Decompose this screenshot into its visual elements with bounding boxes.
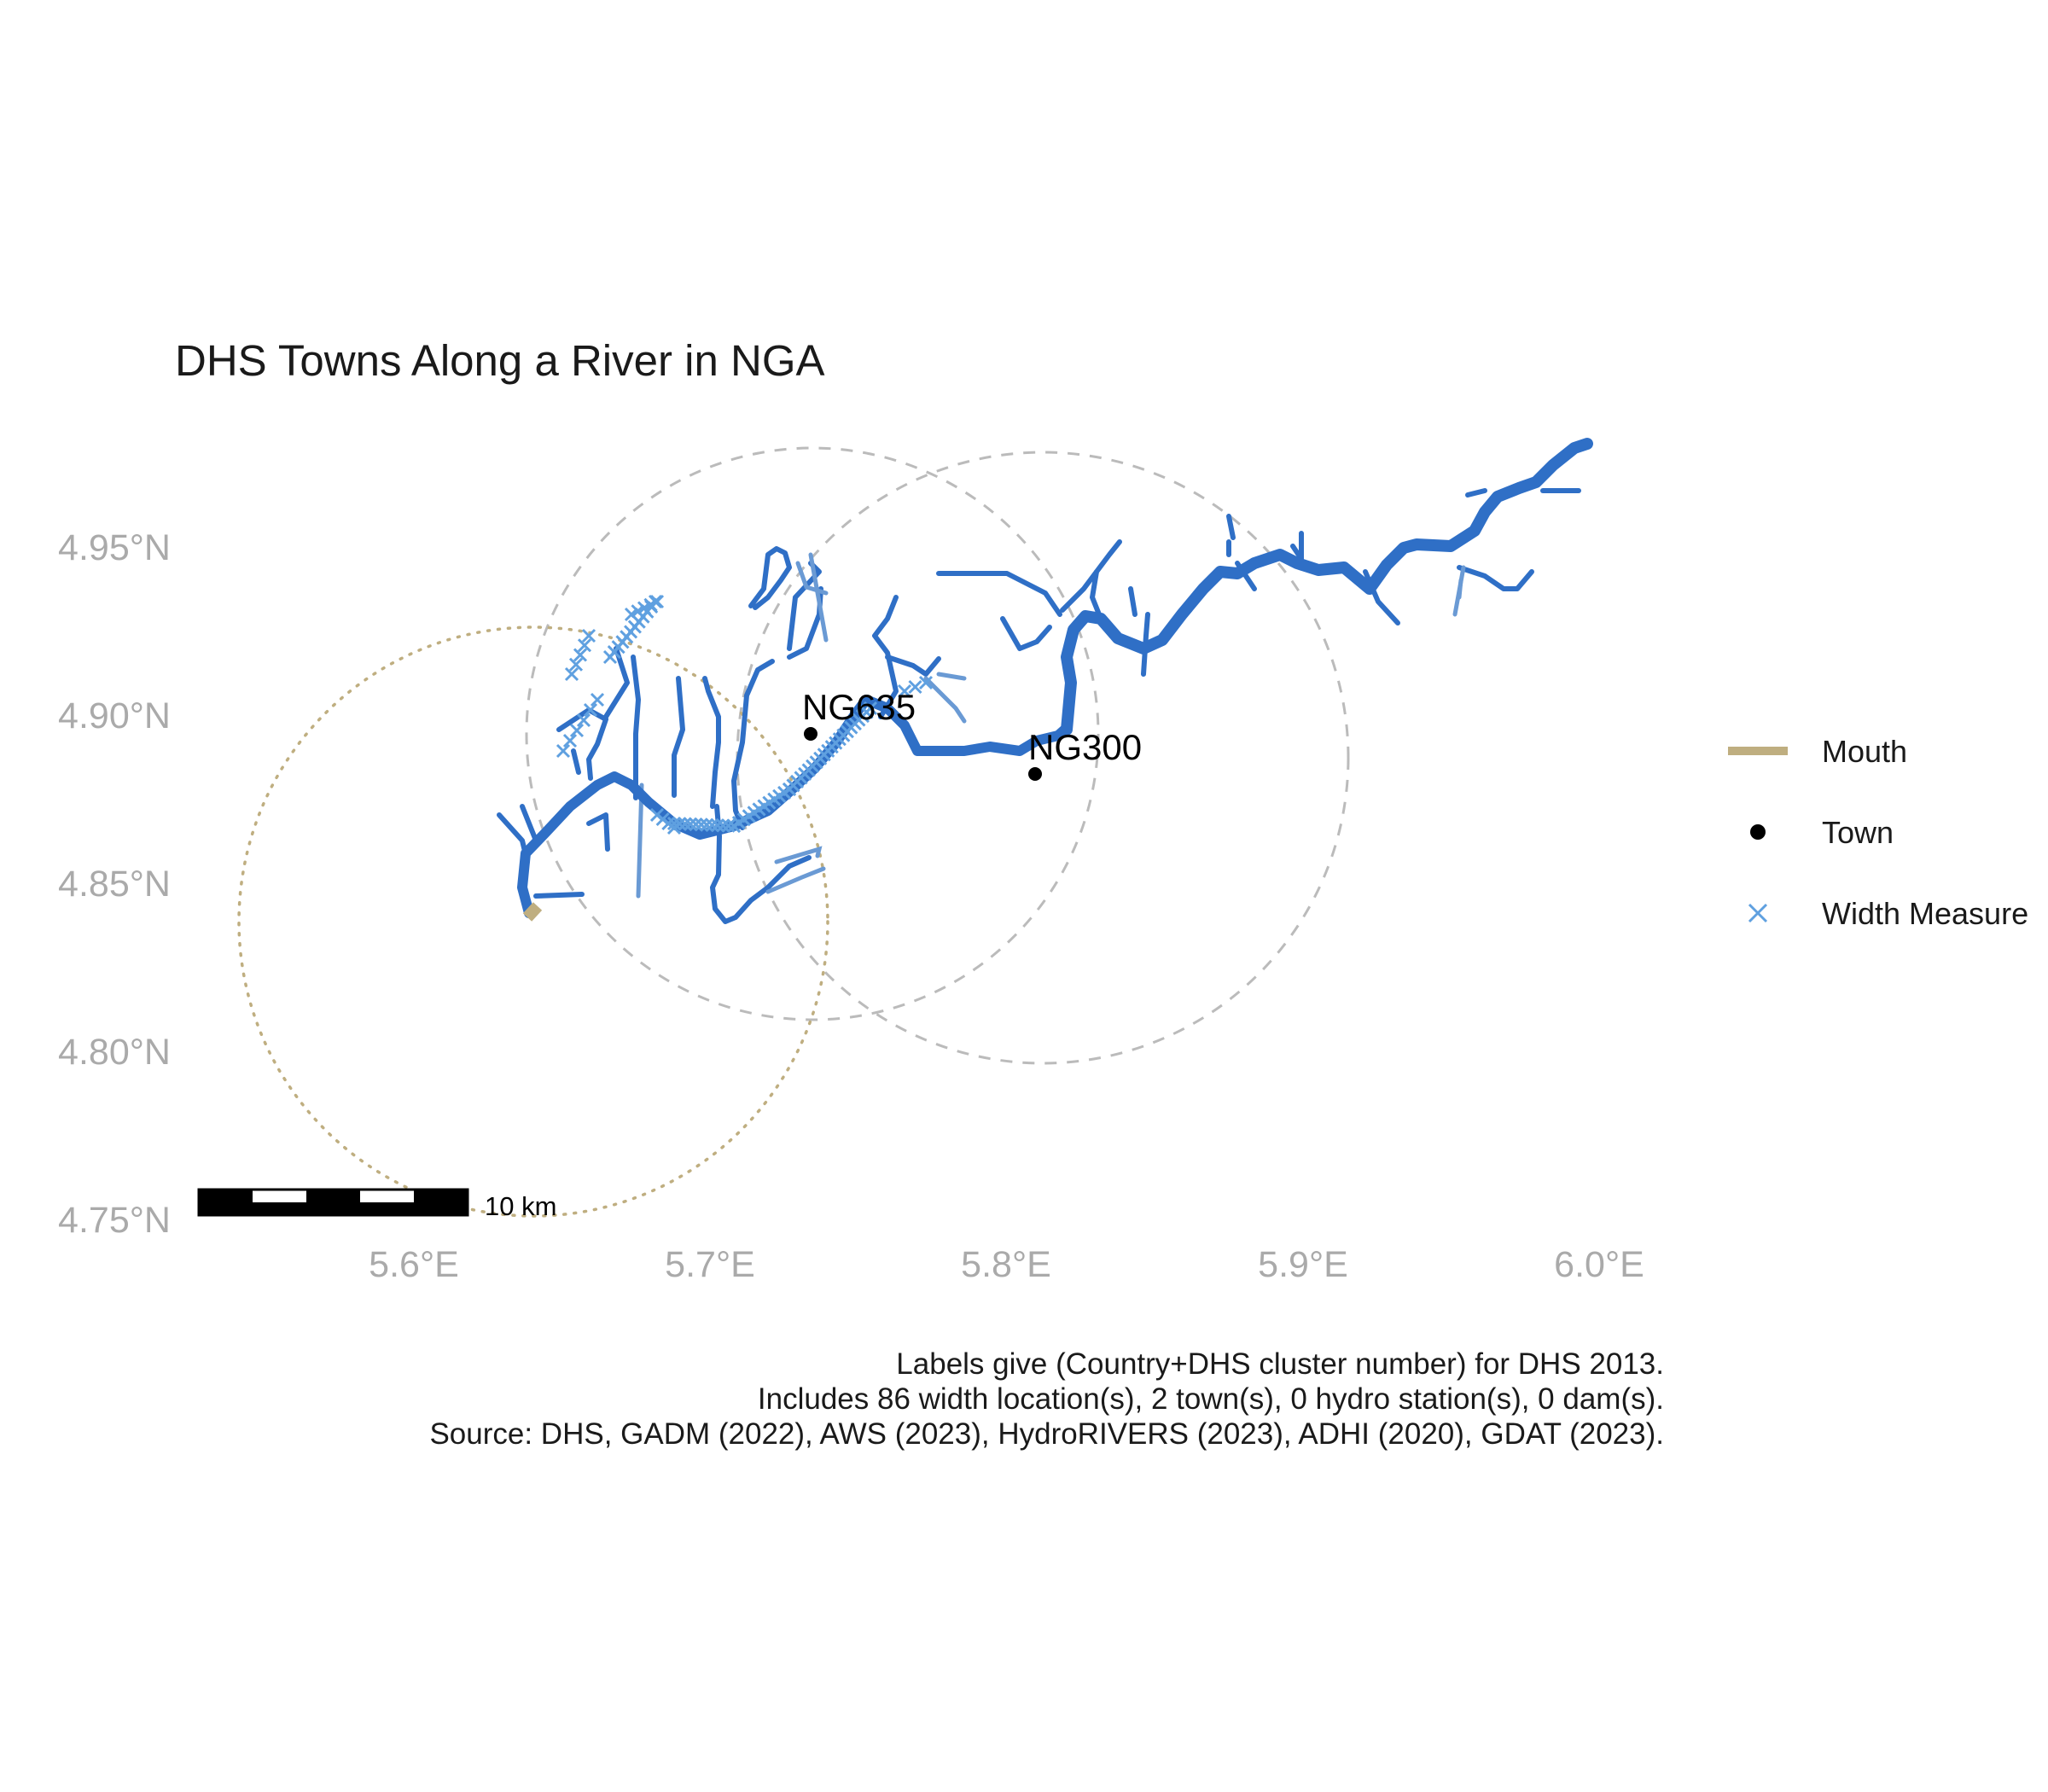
river-tributaries-minor [636,552,1466,899]
buffer-circle-ng635 [525,446,1100,1021]
width-measure-marker [694,817,708,832]
width-measure-marker [908,679,922,695]
x-tick-label: 5.7°E [665,1244,755,1285]
river-tributaries [497,488,1581,924]
width-measure-marker [573,648,588,662]
scale-bar [197,1188,469,1217]
width-measure-marker [556,743,571,759]
mouth-segment [522,902,543,922]
legend-label: Width Measure [1822,896,2029,931]
width-measure-marker [590,692,605,707]
width-measure-marker [726,818,742,834]
caption-line: Source: DHS, GADM (2022), AWS (2023), Hy… [429,1417,1664,1451]
town-point-ng300 [1028,767,1042,781]
width-measure-legend-key [1748,903,1768,923]
width-measure-marker [689,817,703,832]
width-measure-marker [577,638,592,653]
width-measure-marker [581,628,596,643]
y-tick-label: 4.95°N [58,527,171,568]
width-measure-marker [576,713,591,728]
legend-label: Town [1822,815,1894,850]
caption-line: Labels give (Country+DHS cluster number)… [896,1347,1664,1381]
width-measure-marker [649,594,665,609]
mouth-legend-key [1728,747,1788,755]
width-measure-marker [569,723,585,738]
caption-line: Includes 86 width location(s), 2 town(s)… [757,1382,1664,1416]
x-tick-label: 5.9°E [1258,1244,1348,1285]
map-title: DHS Towns Along a River in NGA [175,336,825,385]
width-measure-marker [649,807,665,823]
width-measure-marker [583,702,598,718]
x-tick-label: 5.8°E [961,1244,1051,1285]
x-tick-label: 6.0°E [1554,1244,1644,1285]
caption: Labels give (Country+DHS cluster number)… [429,1347,1664,1452]
town-label-ng300: NG300 [1028,727,1143,767]
width-measure-marker [918,675,934,690]
width-measure-marker [678,817,692,831]
mouth-buffer-circle [237,625,829,1218]
width-measures [556,594,934,835]
width-measure-marker [721,818,736,833]
width-measure-marker [710,818,724,833]
y-tick-label: 4.85°N [58,864,171,905]
width-measure-marker [684,817,698,831]
y-tick-label: 4.75°N [58,1200,171,1241]
width-measure-marker [562,733,578,748]
town-point-ng635 [804,727,817,741]
width-measure-marker [564,666,579,682]
legend-label: Mouth [1822,734,1908,769]
river-main-channel [517,438,1593,918]
width-measure-marker [568,657,584,672]
width-measure-marker [897,684,912,699]
width-measure-marker [666,816,682,831]
width-measure-marker [700,817,714,832]
town-label-ng635: NG635 [802,687,916,727]
y-tick-label: 4.90°N [58,695,171,736]
town-legend-key [1750,824,1766,840]
width-measure-marker [716,818,730,833]
y-tick-label: 4.80°N [58,1032,171,1073]
width-measure-marker [705,817,719,832]
width-measure-marker [602,649,618,665]
scale-bar-label: 10 km [485,1191,557,1221]
x-tick-label: 5.6°E [369,1244,459,1285]
